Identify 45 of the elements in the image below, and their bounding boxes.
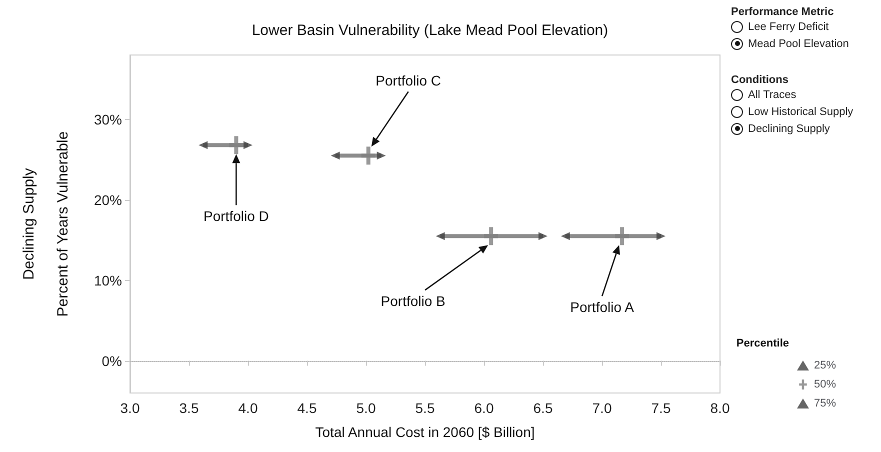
- text: Conditions: [731, 74, 790, 86]
- annotation: Portfolio B: [380, 293, 446, 310]
- point: [229, 136, 244, 154]
- x-tick-label: 3.0: [120, 400, 140, 416]
- point: [330, 152, 340, 160]
- x-tick-label: 8.0: [710, 400, 730, 416]
- y-tick-label: 10%: [94, 272, 122, 288]
- legend-title: Percentile: [736, 338, 790, 350]
- point: [615, 227, 630, 246]
- annotation: Portfolio A: [570, 299, 635, 316]
- x-tick-label: 5.0: [356, 400, 376, 416]
- point: [484, 227, 498, 246]
- x-tick-label: 7.5: [651, 400, 671, 416]
- x-axis-title: Total Annual Cost in 2060 [$ Billion]: [315, 424, 535, 440]
- point: [198, 141, 208, 150]
- text: Declining Supply: [747, 122, 831, 136]
- point: [244, 141, 252, 150]
- chart-title: Lower Basin Vulnerability (Lake Mead Pool Elevation): [252, 22, 608, 39]
- legend-label: 75%: [814, 398, 836, 410]
- point: [376, 152, 386, 160]
- text: Low Historical Supply: [747, 104, 854, 120]
- x-tick-label: 7.0: [592, 400, 612, 416]
- x-tick-label: 3.5: [179, 400, 199, 416]
- legend-label: 25%: [814, 360, 836, 372]
- annotation: Portfolio D: [204, 208, 269, 224]
- y-tick-label: 30%: [94, 111, 122, 128]
- annotation: Portfolio C: [376, 72, 442, 89]
- text: Mead Pool Elevation: [747, 36, 850, 52]
- text: Lee Ferry Deficit: [747, 20, 830, 34]
- y-tick-label: 0%: [102, 352, 122, 369]
- point: [656, 232, 666, 240]
- x-tick-label: 6.5: [533, 400, 553, 416]
- point: [436, 232, 445, 240]
- text: Performance Metric: [731, 6, 835, 18]
- x-tick-label: 4.5: [297, 400, 317, 416]
- text: All Traces: [747, 88, 798, 102]
- point: [361, 146, 376, 165]
- x-tick-label: 6.0: [474, 400, 494, 416]
- point: [560, 232, 570, 240]
- x-tick-label: 5.5: [415, 400, 435, 416]
- point: [538, 232, 548, 240]
- legend-label: 50%: [814, 378, 836, 390]
- y-tick-label: 20%: [94, 192, 122, 208]
- x-tick-label: 4.0: [238, 400, 258, 416]
- y-axis-title: Declining Supply Percent of Years Vulnerable: [20, 131, 72, 317]
